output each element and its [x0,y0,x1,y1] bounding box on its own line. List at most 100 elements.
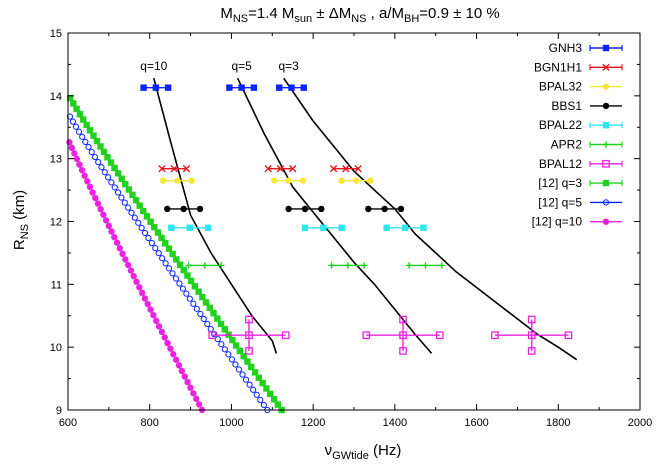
legend-marker [602,179,610,187]
data-point [342,165,350,173]
series-point [253,391,260,398]
data-point [174,177,181,184]
y-tick-label: 14 [50,91,62,103]
error-cap [299,177,307,184]
data-point [180,205,187,213]
series-point [161,334,168,341]
legend-entry: BPAL22 [539,118,623,132]
legend-label: [12] q=10 [532,215,583,229]
series-point [180,266,187,274]
series-point [176,280,183,287]
series-point [125,186,133,193]
data-point [170,165,178,173]
legend-entry: [12] q=3 [538,176,623,190]
legend-entry: [12] q=5 [538,195,622,209]
series-point [101,169,108,176]
series-point [150,311,157,319]
series-point [111,233,118,241]
error-cap [158,165,166,173]
legend-entry: GNH3 [549,41,623,55]
error-cap [338,224,345,231]
series-point [151,223,158,231]
series-point [140,207,147,215]
data-point [288,84,295,91]
legend-marker [602,218,610,225]
y-tick-label: 13 [50,154,62,166]
legend-label: BPAL12 [539,157,582,171]
series-point [167,345,174,352]
series-point [200,315,207,323]
series-point [214,336,221,343]
axes: 600 800 1000 1200 1400 1600 1800 2000 9 10 11 12 13 1… [50,28,652,429]
error-cap [245,315,253,324]
series-point [79,133,86,140]
data-point [285,177,292,184]
legend: GNH3 BGN1H1 BPAL32 BBS1 BPAL22 APR2 BPAL12 [12]… [532,41,623,229]
y-tick-label: 9 [56,405,62,417]
legend-marker [602,159,610,168]
series-point [165,265,173,272]
legend-marker [602,122,610,129]
data-point [201,262,209,269]
series-point [135,219,142,226]
fit-curve-q5 [236,77,433,354]
series-point [267,390,274,398]
series-point [86,183,94,191]
error-cap [188,177,195,184]
series-point [82,138,89,145]
eos-bbs1 [164,205,405,213]
data-point [399,331,407,340]
series-point [159,255,166,262]
error-cap [338,177,345,184]
series-point [155,323,163,330]
series--12-q-10 [66,139,206,414]
series-point [242,376,250,383]
series-point [172,356,180,363]
x-axis-title: νGWtide (Hz) [325,442,402,462]
error-cap [405,262,413,269]
legend-label: GNH3 [549,41,583,55]
series-point [193,305,200,312]
series-point [270,396,278,403]
series-point [199,293,206,301]
x-tick-label: 600 [59,417,77,429]
series-point [85,143,92,151]
error-cap [399,315,407,324]
error-cap [301,224,309,231]
error-cap [168,224,175,231]
series-point [197,310,204,317]
series-point [90,132,97,139]
eos-bpal32 [159,177,374,184]
error-cap [527,347,536,355]
legend-marker [602,141,610,148]
series-point [81,172,88,179]
series-point [232,361,239,368]
series-point [179,285,186,292]
series-point [202,299,210,306]
series-point [259,379,266,387]
series-point [190,300,197,307]
series-point [100,148,108,156]
annotation: q=3 [278,59,299,73]
error-cap [281,331,290,340]
series-point [76,161,83,168]
series-point [239,371,246,378]
x-tick-label: 1000 [219,417,243,429]
series-point [94,200,102,207]
error-cap [329,165,338,173]
data-point [527,331,536,340]
error-cap [182,165,191,173]
legend-label: APR2 [551,138,583,152]
y-axis-title: RNS (km) [11,190,31,250]
series-point [193,395,200,403]
series-point [121,199,128,206]
eos-bgn1h1 [158,165,362,173]
legend-label: BGN1H1 [534,60,582,74]
error-cap [362,331,371,340]
data-point [344,262,352,269]
series-point [130,272,137,280]
series-point [169,270,176,277]
series-point [248,363,255,371]
series-point [170,351,177,358]
series-point [80,116,87,123]
